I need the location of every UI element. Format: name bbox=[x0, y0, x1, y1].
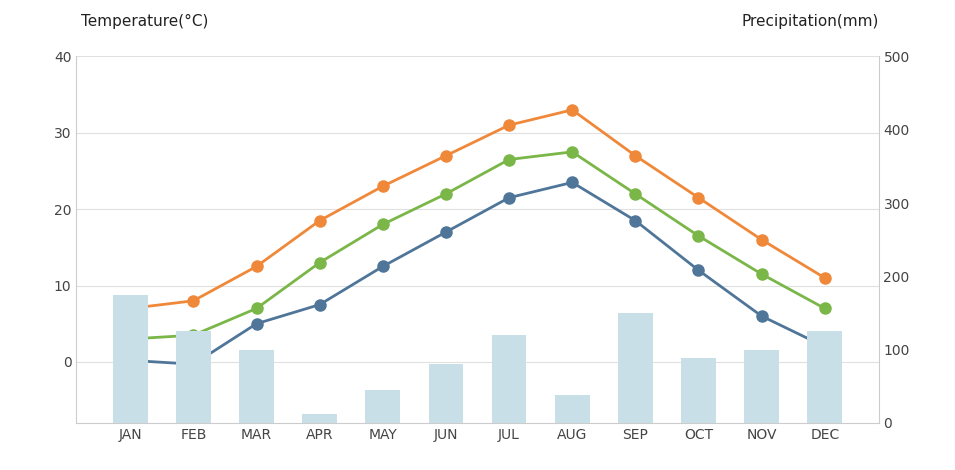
Average Temp bbox=[819, 306, 831, 311]
Low Temp bbox=[566, 180, 578, 185]
High Temp bbox=[503, 122, 515, 128]
Bar bbox=[113, 295, 148, 423]
Low Temp bbox=[187, 361, 199, 367]
Bar bbox=[618, 313, 652, 423]
Low Temp bbox=[503, 195, 515, 201]
Low Temp bbox=[377, 264, 389, 269]
Line: High Temp: High Temp bbox=[125, 104, 830, 314]
Bar bbox=[176, 331, 211, 423]
Low Temp bbox=[629, 218, 641, 223]
Text: Precipitation(mm): Precipitation(mm) bbox=[741, 14, 879, 29]
Average Temp bbox=[629, 191, 641, 196]
Bar bbox=[429, 364, 463, 423]
Bar bbox=[807, 331, 842, 423]
Average Temp bbox=[440, 191, 452, 196]
Text: Temperature(°C): Temperature(°C) bbox=[81, 14, 208, 29]
Bar bbox=[744, 350, 779, 423]
Bar bbox=[492, 335, 526, 423]
High Temp bbox=[629, 153, 641, 158]
Low Temp bbox=[440, 229, 452, 235]
High Temp bbox=[756, 237, 768, 243]
High Temp bbox=[377, 183, 389, 189]
Average Temp bbox=[187, 332, 199, 338]
Average Temp bbox=[756, 271, 768, 277]
Average Temp bbox=[314, 260, 326, 266]
Average Temp bbox=[251, 306, 263, 311]
Low Temp bbox=[692, 267, 704, 273]
Average Temp bbox=[503, 157, 515, 162]
Average Temp bbox=[692, 233, 704, 239]
High Temp bbox=[314, 218, 326, 223]
Bar bbox=[681, 359, 716, 423]
High Temp bbox=[187, 298, 199, 304]
High Temp bbox=[251, 264, 263, 269]
High Temp bbox=[566, 107, 578, 113]
High Temp bbox=[819, 275, 831, 281]
Average Temp bbox=[377, 222, 389, 227]
Low Temp bbox=[251, 321, 263, 327]
Bar bbox=[303, 414, 337, 423]
Bar bbox=[555, 395, 589, 423]
Low Temp bbox=[314, 302, 326, 307]
Low Temp bbox=[819, 344, 831, 350]
Line: Average Temp: Average Temp bbox=[125, 146, 830, 345]
High Temp bbox=[124, 306, 136, 311]
Average Temp bbox=[566, 149, 578, 155]
Bar bbox=[239, 350, 274, 423]
High Temp bbox=[440, 153, 452, 158]
High Temp bbox=[692, 195, 704, 201]
Bar bbox=[366, 390, 400, 423]
Low Temp bbox=[124, 358, 136, 363]
Low Temp bbox=[756, 313, 768, 319]
Average Temp bbox=[124, 336, 136, 342]
Line: Low Temp: Low Temp bbox=[125, 177, 830, 370]
